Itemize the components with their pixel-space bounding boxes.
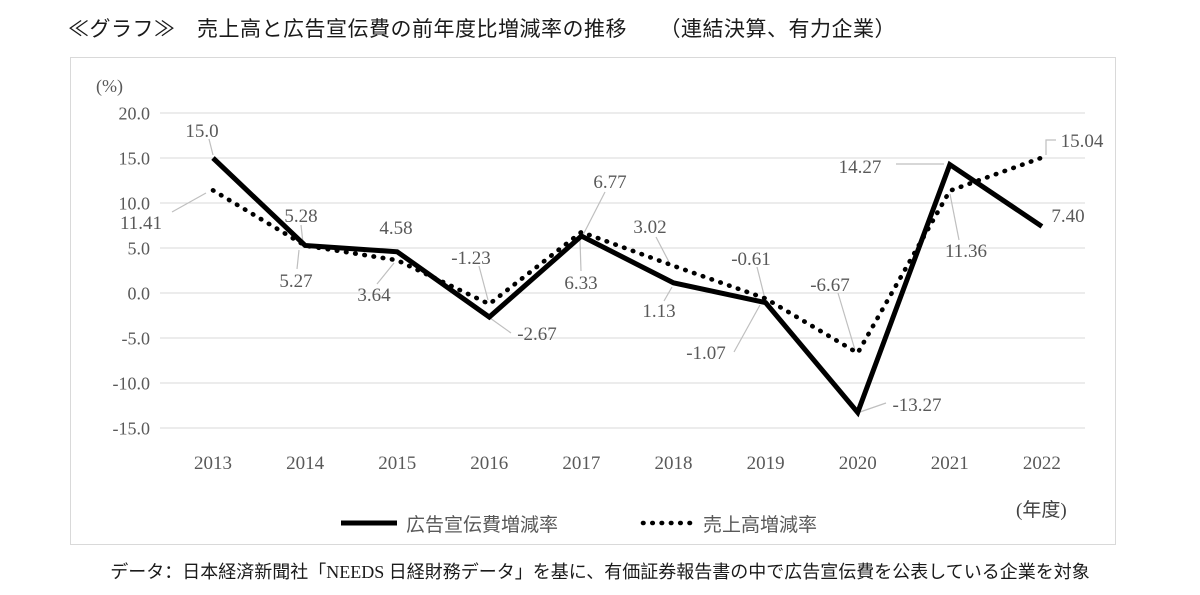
x-tick-label: 2017 bbox=[562, 453, 600, 474]
y-tick-label: 0.0 bbox=[128, 284, 151, 304]
leader-line bbox=[733, 304, 761, 353]
leader-line bbox=[837, 292, 856, 351]
gridlines bbox=[160, 112, 1085, 429]
plot-frame bbox=[70, 57, 1116, 545]
data-label: -1.07 bbox=[686, 343, 726, 364]
label-leader-lines bbox=[171, 138, 1056, 413]
y-tick-label: -10.0 bbox=[113, 374, 151, 394]
data-label: -13.27 bbox=[892, 395, 941, 416]
chart-title: ≪グラフ≫ 売上高と広告宣伝費の前年度比増減率の推移 （連結決算、有力企業） bbox=[68, 17, 896, 41]
leader-line bbox=[949, 193, 960, 241]
series-line-ad-expense bbox=[211, 156, 1044, 418]
data-label: 3.02 bbox=[633, 217, 666, 238]
y-tick-label: 15.0 bbox=[119, 149, 151, 169]
x-tick-label: 2018 bbox=[655, 453, 693, 474]
source-note: データ：日本経済新聞社「NEEDS 日経財務データ」を基に、有価証券報告書の中で… bbox=[110, 562, 1090, 582]
data-labels: 15.0 5.28 4.58 -2.67 6.33 1.13 -1.07 -13.27 14.2… bbox=[120, 121, 1104, 416]
y-tick-label: 10.0 bbox=[119, 194, 151, 214]
x-tick-label: 2020 bbox=[839, 453, 877, 474]
legend-item-sales: 売上高増減率 bbox=[639, 510, 817, 537]
leader-line bbox=[171, 192, 207, 213]
leader-line bbox=[1045, 139, 1056, 155]
y-axis-unit-label: (%) bbox=[96, 76, 123, 96]
data-label: 5.27 bbox=[279, 271, 312, 292]
y-tick-label: -5.0 bbox=[122, 329, 151, 349]
data-label: 3.64 bbox=[357, 285, 391, 306]
y-axis-tick-labels: 20.0 15.0 10.0 5.0 0.0 -5.0 -10.0 -15.0 bbox=[113, 104, 151, 439]
leader-line bbox=[296, 249, 300, 270]
x-tick-label: 2019 bbox=[747, 453, 785, 474]
x-tick-label: 2021 bbox=[931, 453, 969, 474]
dotted-line-swatch-icon bbox=[639, 515, 696, 533]
leader-line bbox=[579, 239, 582, 272]
x-tick-label: 2016 bbox=[470, 453, 508, 474]
data-label: 15.04 bbox=[1061, 131, 1104, 152]
data-label: -0.61 bbox=[731, 249, 771, 270]
leader-line bbox=[208, 138, 214, 156]
data-label: 6.33 bbox=[564, 273, 597, 294]
leader-line bbox=[582, 191, 606, 236]
leader-line bbox=[859, 402, 887, 413]
data-label: 1.13 bbox=[642, 301, 675, 322]
y-tick-label: 20.0 bbox=[119, 104, 151, 124]
legend-item-ad-expense: 広告宣伝費増減率 bbox=[340, 510, 558, 537]
leader-line bbox=[756, 266, 765, 296]
data-label: 5.28 bbox=[284, 206, 317, 227]
data-label: 11.41 bbox=[120, 213, 162, 234]
data-label: 14.27 bbox=[839, 157, 882, 178]
x-tick-label: 2013 bbox=[194, 453, 232, 474]
data-label: 4.58 bbox=[379, 218, 412, 239]
y-tick-label: -15.0 bbox=[113, 419, 151, 439]
leader-line bbox=[478, 265, 489, 301]
x-tick-label: 2014 bbox=[286, 453, 325, 474]
x-tick-label: 2022 bbox=[1023, 453, 1061, 474]
data-label: -1.23 bbox=[451, 248, 491, 269]
data-label: 7.40 bbox=[1051, 206, 1084, 227]
solid-line-swatch-icon bbox=[340, 515, 398, 533]
legend-label-ad-expense: 広告宣伝費増減率 bbox=[406, 515, 559, 536]
y-tick-label: 5.0 bbox=[128, 239, 151, 259]
legend-label-sales: 売上高増減率 bbox=[703, 515, 818, 536]
leader-line bbox=[489, 317, 512, 334]
data-label: -2.67 bbox=[517, 324, 557, 345]
data-label: 15.0 bbox=[185, 121, 218, 142]
data-label: 11.36 bbox=[945, 241, 987, 262]
data-label: 6.77 bbox=[593, 172, 626, 193]
data-label: -6.67 bbox=[810, 275, 850, 296]
leader-line bbox=[376, 262, 395, 285]
x-axis-unit-label: (年度) bbox=[1016, 500, 1067, 521]
leader-line bbox=[655, 236, 670, 263]
leader-line bbox=[663, 286, 673, 302]
x-tick-label: 2015 bbox=[378, 453, 416, 474]
x-axis-year-labels: 2013 2014 2015 2016 2017 2018 2019 2020 2021 2022 bbox=[194, 453, 1061, 474]
